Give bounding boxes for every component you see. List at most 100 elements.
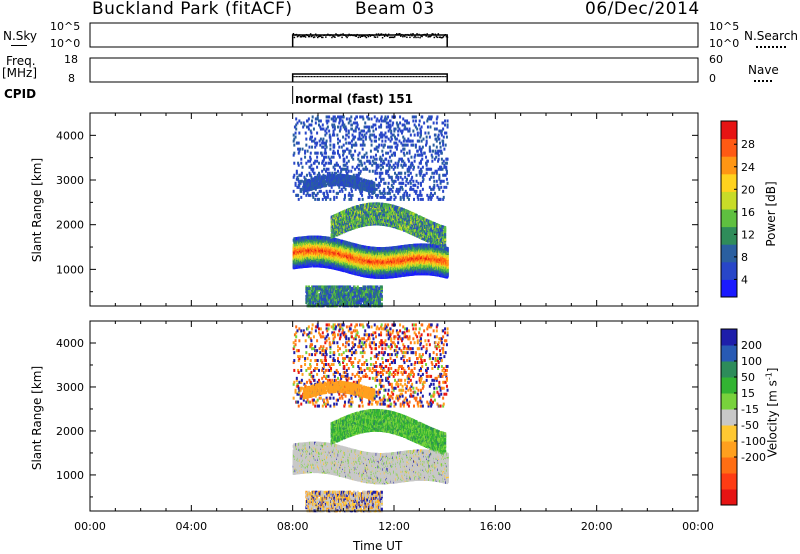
power-cell — [333, 151, 336, 155]
power-cell — [325, 189, 328, 193]
power-cell — [309, 302, 312, 306]
power-cell — [338, 211, 342, 215]
power-cell — [305, 301, 308, 305]
power-cell — [343, 127, 346, 131]
power-panel — [292, 115, 449, 308]
power-cell — [332, 189, 335, 193]
power-cell — [297, 179, 300, 183]
nsky-point — [427, 36, 429, 38]
power-cell — [327, 290, 330, 294]
power-cell — [333, 115, 336, 119]
power-cell — [309, 301, 312, 305]
power-cell — [342, 296, 345, 300]
power-cell — [349, 175, 352, 179]
power-cell — [314, 141, 317, 145]
power-cell — [330, 288, 333, 292]
power-cell — [292, 175, 295, 179]
power-cell — [337, 137, 339, 141]
power-cell — [316, 151, 319, 155]
power-cell — [305, 291, 309, 295]
power-cell — [325, 290, 328, 294]
power-cell — [342, 297, 345, 301]
nsky-point — [416, 33, 418, 35]
power-cell — [331, 151, 334, 155]
power-cell — [349, 285, 352, 289]
power-cell — [310, 175, 313, 179]
power-cell — [322, 173, 325, 177]
power-cell — [335, 291, 338, 295]
power-cell — [340, 301, 343, 305]
nsky-point — [341, 36, 343, 39]
power-cell — [323, 157, 326, 161]
nsky-point — [296, 35, 299, 38]
power-cell — [316, 296, 319, 300]
nave-point — [364, 76, 366, 78]
nave-point — [409, 76, 411, 78]
power-cell — [311, 296, 314, 300]
power-cell — [347, 208, 350, 212]
nave-point — [418, 76, 421, 78]
power-cell — [321, 291, 324, 295]
power-cell — [298, 173, 301, 177]
power-cell — [307, 127, 310, 131]
power-cell — [294, 131, 297, 135]
power-cell — [319, 177, 322, 181]
nsky-point — [386, 35, 389, 37]
power-cell — [321, 139, 324, 143]
nave-point — [351, 76, 354, 78]
power-cell — [345, 161, 348, 165]
power-cell — [314, 197, 317, 201]
power-cell — [352, 135, 355, 139]
nave-point — [394, 76, 396, 78]
power-cell — [350, 127, 353, 131]
power-cell — [347, 141, 350, 145]
power-cell — [306, 191, 309, 195]
power-cell — [364, 135, 367, 139]
nave-point — [367, 76, 369, 78]
nsky-point — [319, 35, 321, 38]
power-cell — [324, 133, 327, 137]
power-cell — [343, 229, 347, 233]
power-cell — [347, 193, 350, 197]
power-cell — [340, 169, 343, 173]
power-cell — [329, 147, 332, 151]
power-cell — [333, 133, 336, 137]
nsky-point — [435, 35, 438, 38]
power-cell — [337, 222, 340, 226]
nsky-point — [356, 33, 359, 36]
nsky-point — [418, 33, 420, 36]
power-cell — [328, 129, 331, 133]
power-cell — [326, 302, 329, 306]
power-cell — [296, 185, 299, 189]
power-cell — [327, 155, 330, 159]
power-cell — [335, 287, 338, 291]
power-cell — [309, 165, 312, 169]
nsky-point — [400, 35, 402, 37]
power-cell — [311, 169, 314, 173]
power-cell — [349, 222, 352, 226]
power-cell — [315, 151, 318, 155]
power-cell — [315, 293, 318, 297]
nsky-point — [298, 34, 301, 36]
power-cell — [342, 290, 345, 294]
power-cell — [344, 293, 347, 297]
power-cell — [326, 191, 329, 195]
power-cell — [305, 161, 308, 165]
power-cell — [330, 233, 333, 237]
nave-point — [326, 76, 328, 78]
power-cell — [314, 145, 317, 149]
power-cell — [314, 137, 317, 141]
nsky-point — [338, 35, 340, 37]
power-cell — [328, 236, 331, 240]
power-cell — [318, 285, 321, 289]
power-cell — [354, 127, 357, 131]
power-cell — [337, 290, 340, 294]
nsky-point — [419, 36, 421, 39]
nave-point — [424, 76, 427, 78]
power-cell — [338, 189, 341, 193]
nsky-point — [442, 36, 445, 38]
power-cell — [345, 155, 348, 159]
power-cell — [308, 297, 311, 301]
power-cell — [296, 141, 299, 145]
power-cell — [327, 119, 330, 123]
